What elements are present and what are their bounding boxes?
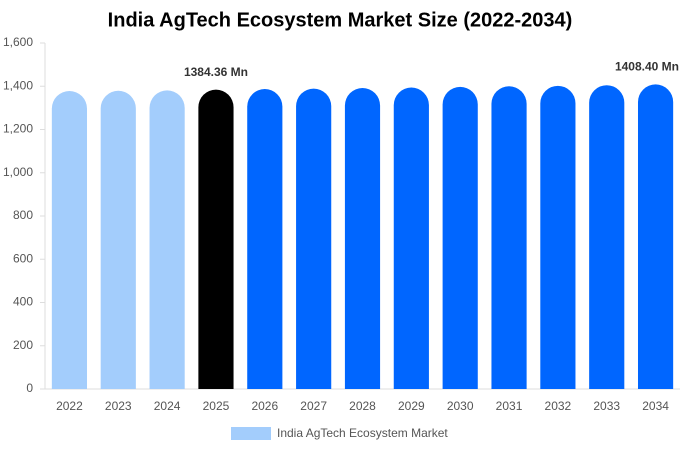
bar: [442, 86, 478, 390]
y-tick-label: 1,600: [3, 35, 33, 49]
x-tick-label: 2031: [496, 399, 523, 413]
legend-label: India AgTech Ecosystem Market: [277, 426, 448, 440]
x-tick-label: 2033: [593, 399, 620, 413]
y-tick-label: 1,200: [3, 122, 33, 136]
bar: [589, 85, 625, 389]
x-tick-label: 2023: [105, 399, 132, 413]
x-tick-label: 2028: [349, 399, 376, 413]
bar: [51, 91, 88, 389]
value-label: 1408.40 Mn: [615, 60, 679, 74]
x-tick-label: 2026: [251, 399, 278, 413]
x-tick-label: 2024: [154, 399, 181, 413]
x-tick-label: 2032: [545, 399, 572, 413]
legend-swatch: [231, 427, 271, 440]
bar: [149, 90, 185, 389]
y-tick-label: 1,400: [3, 78, 33, 92]
bar: [637, 84, 674, 390]
bar: [540, 85, 576, 389]
x-tick-label: 2025: [203, 399, 230, 413]
x-tick-label: 2022: [56, 399, 83, 413]
bar: [344, 87, 381, 389]
bar: [491, 86, 527, 389]
x-tick-label: 2029: [398, 399, 425, 413]
y-tick-label: 600: [13, 251, 33, 265]
bar: [393, 87, 429, 390]
x-tick-label: 2027: [300, 399, 327, 413]
bar: [100, 90, 136, 389]
y-tick-label: 400: [13, 295, 33, 309]
y-tick-label: 800: [13, 208, 33, 222]
value-label: 1384.36 Mn: [184, 65, 248, 79]
y-tick-label: 200: [13, 338, 33, 352]
bar: [247, 89, 283, 389]
x-tick-label: 2030: [447, 399, 474, 413]
x-tick-label: 2034: [642, 399, 669, 413]
bar: [198, 89, 234, 389]
chart-title: India AgTech Ecosystem Market Size (2022…: [108, 9, 573, 31]
bar: [296, 88, 332, 390]
y-tick-label: 1,000: [3, 165, 33, 179]
y-tick-label: 0: [26, 381, 33, 395]
